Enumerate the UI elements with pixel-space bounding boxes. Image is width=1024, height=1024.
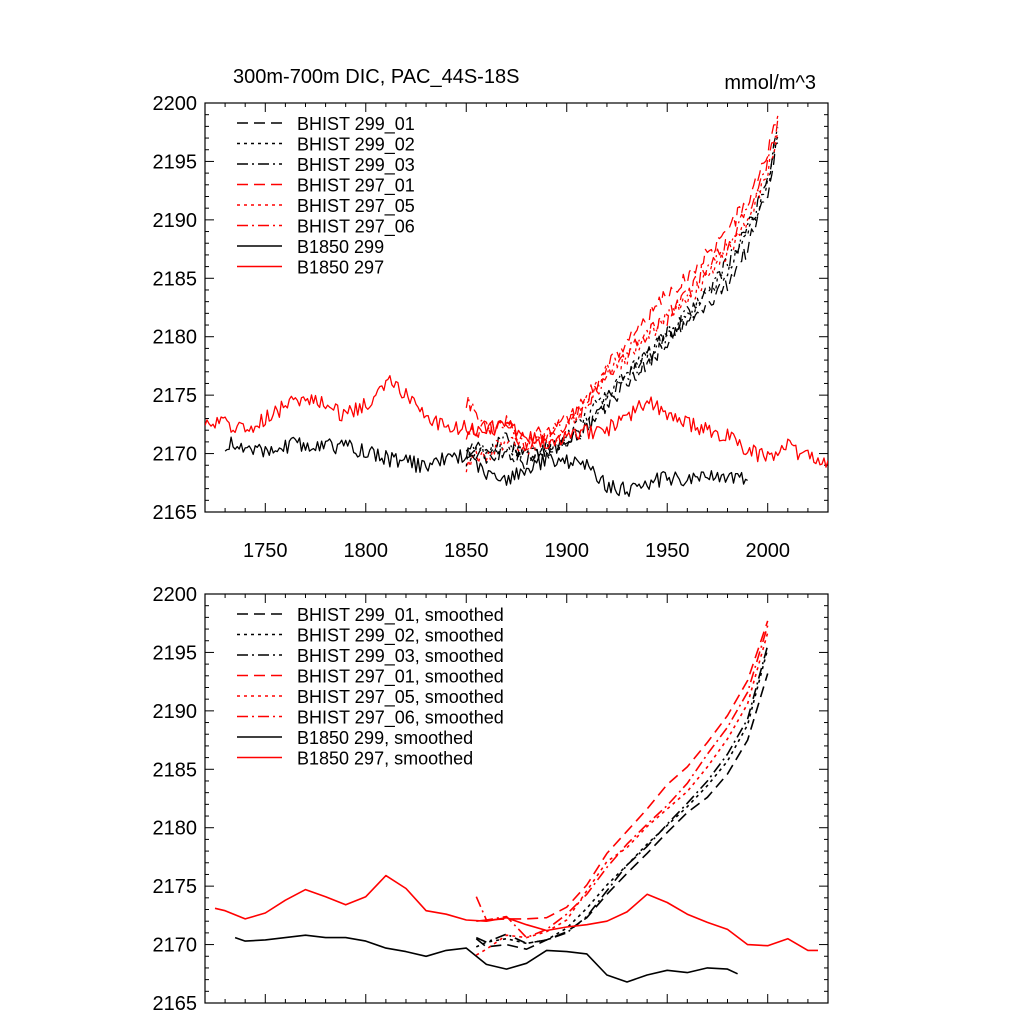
legend-label: BHIST 297_06, smoothed	[297, 708, 504, 729]
legend-label: BHIST 299_02	[297, 135, 415, 156]
y-tick-label: 2170	[153, 444, 198, 466]
legend-label: BHIST 297_05	[297, 196, 415, 217]
y-tick-label: 2175	[153, 385, 198, 407]
legend-label: BHIST 299_03	[297, 155, 415, 176]
legend-label: BHIST 299_03, smoothed	[297, 646, 504, 667]
chart-title: 300m-700m DIC, PAC_44S-18S	[233, 66, 519, 88]
series-line	[475, 673, 769, 950]
x-tick-label: 1900	[544, 540, 589, 562]
bottom-panel: 2165 2170 2175 2180 2185 2190 2195 2200 BHIST 29…	[153, 584, 829, 1015]
series-line	[465, 115, 779, 449]
series-line	[465, 119, 779, 455]
y-tick-label: 2180	[153, 818, 198, 840]
y-tick-label: 2170	[153, 935, 198, 957]
y-tick-label: 2200	[153, 584, 198, 606]
plot-frame	[204, 102, 829, 513]
units-label: mmol/m^3	[724, 72, 816, 94]
y-tick-label: 2165	[153, 993, 198, 1015]
legend-label: BHIST 297_01, smoothed	[297, 667, 504, 688]
x-tick-label: 1750	[243, 540, 288, 562]
top-panel: 2165 2170 2175 2180 2185 2190 2195 2200 1750 1800…	[153, 66, 829, 562]
series-line	[475, 648, 769, 948]
y-tick-label: 2195	[153, 151, 198, 173]
legend-label: BHIST 299_01	[297, 114, 415, 135]
y-tick-label: 2180	[153, 327, 198, 349]
y-tick-label: 2175	[153, 876, 198, 898]
series-line	[465, 136, 779, 467]
series-line	[475, 645, 769, 945]
series-line	[465, 130, 779, 473]
legend-label: BHIST 299_01, smoothed	[297, 605, 504, 626]
x-tick-label: 1850	[444, 540, 489, 562]
legend-label: B1850 299	[297, 237, 384, 257]
legend-label: B1850 299, smoothed	[297, 728, 473, 748]
legend-label: BHIST 297_01	[297, 176, 415, 197]
series-line	[475, 632, 769, 956]
x-tick-label: 1800	[344, 540, 389, 562]
legend-label: BHIST 297_06	[297, 217, 415, 238]
legend-label: B1850 297, smoothed	[297, 749, 473, 769]
y-tick-label: 2165	[153, 502, 198, 524]
y-tick-label: 2190	[153, 701, 198, 723]
series-line	[465, 127, 779, 462]
y-tick-label: 2200	[153, 93, 198, 115]
legend-label: BHIST 297_05, smoothed	[297, 687, 504, 708]
y-tick-label: 2195	[153, 642, 198, 664]
legend-label: BHIST 299_02, smoothed	[297, 626, 504, 647]
x-tick-label: 2000	[745, 540, 790, 562]
legend-label: B1850 297	[297, 258, 384, 278]
y-tick-label: 2190	[153, 210, 198, 232]
y-tick-label: 2185	[153, 759, 198, 781]
plot-frame	[204, 593, 829, 1004]
series-line	[475, 625, 769, 939]
series-line	[214, 874, 818, 952]
x-tick-label: 1950	[645, 540, 690, 562]
y-tick-label: 2185	[153, 268, 198, 290]
series-line	[234, 934, 738, 983]
series-line	[476, 620, 769, 922]
series-line	[224, 436, 748, 498]
series-line	[205, 375, 828, 468]
series-line	[465, 142, 779, 471]
